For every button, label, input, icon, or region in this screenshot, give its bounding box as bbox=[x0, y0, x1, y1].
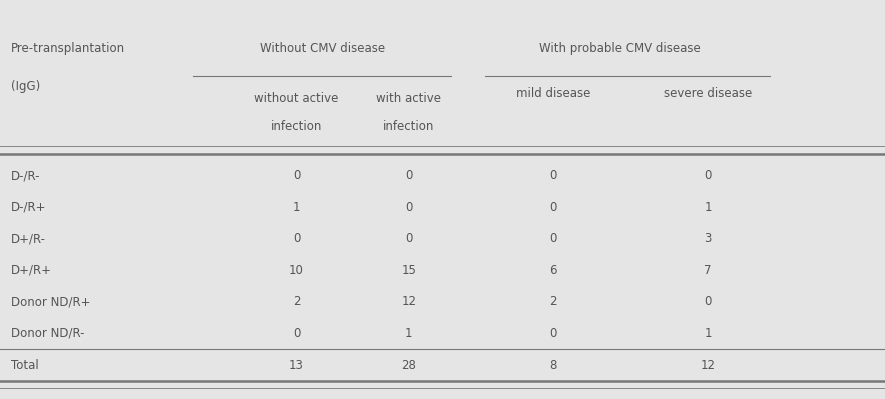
Text: 13: 13 bbox=[289, 359, 304, 371]
Text: 10: 10 bbox=[289, 264, 304, 277]
Text: Donor ND/R-: Donor ND/R- bbox=[11, 327, 84, 340]
Text: without active: without active bbox=[254, 92, 339, 105]
Text: 0: 0 bbox=[293, 232, 300, 245]
Text: Without CMV disease: Without CMV disease bbox=[260, 42, 386, 55]
Text: 0: 0 bbox=[293, 327, 300, 340]
Text: 1: 1 bbox=[293, 201, 300, 213]
Text: 6: 6 bbox=[550, 264, 557, 277]
Text: 0: 0 bbox=[704, 295, 712, 308]
Text: Donor ND/R+: Donor ND/R+ bbox=[11, 295, 90, 308]
Text: 1: 1 bbox=[704, 201, 712, 213]
Text: mild disease: mild disease bbox=[516, 87, 590, 100]
Text: D+/R-: D+/R- bbox=[11, 232, 46, 245]
Text: 3: 3 bbox=[704, 232, 712, 245]
Text: 28: 28 bbox=[402, 359, 416, 371]
Text: 15: 15 bbox=[402, 264, 416, 277]
Text: 8: 8 bbox=[550, 359, 557, 371]
Text: 0: 0 bbox=[550, 201, 557, 213]
Text: 0: 0 bbox=[550, 327, 557, 340]
Text: 0: 0 bbox=[550, 169, 557, 182]
Text: 7: 7 bbox=[704, 264, 712, 277]
Text: Total: Total bbox=[11, 359, 38, 371]
Text: 0: 0 bbox=[405, 232, 412, 245]
Text: 2: 2 bbox=[293, 295, 300, 308]
Text: 1: 1 bbox=[405, 327, 412, 340]
Text: D-/R+: D-/R+ bbox=[11, 201, 46, 213]
Text: 0: 0 bbox=[293, 169, 300, 182]
Text: 0: 0 bbox=[550, 232, 557, 245]
Text: 12: 12 bbox=[402, 295, 416, 308]
Text: D+/R+: D+/R+ bbox=[11, 264, 51, 277]
Text: Pre-transplantation: Pre-transplantation bbox=[11, 42, 125, 55]
Text: 12: 12 bbox=[701, 359, 715, 371]
Text: With probable CMV disease: With probable CMV disease bbox=[539, 42, 700, 55]
Text: 0: 0 bbox=[405, 169, 412, 182]
Text: infection: infection bbox=[383, 120, 435, 133]
Text: 2: 2 bbox=[550, 295, 557, 308]
Text: severe disease: severe disease bbox=[664, 87, 752, 100]
Text: infection: infection bbox=[271, 120, 322, 133]
Text: 0: 0 bbox=[704, 169, 712, 182]
Text: (IgG): (IgG) bbox=[11, 80, 40, 93]
Text: 0: 0 bbox=[405, 201, 412, 213]
Text: 1: 1 bbox=[704, 327, 712, 340]
Text: D-/R-: D-/R- bbox=[11, 169, 40, 182]
Text: with active: with active bbox=[376, 92, 442, 105]
